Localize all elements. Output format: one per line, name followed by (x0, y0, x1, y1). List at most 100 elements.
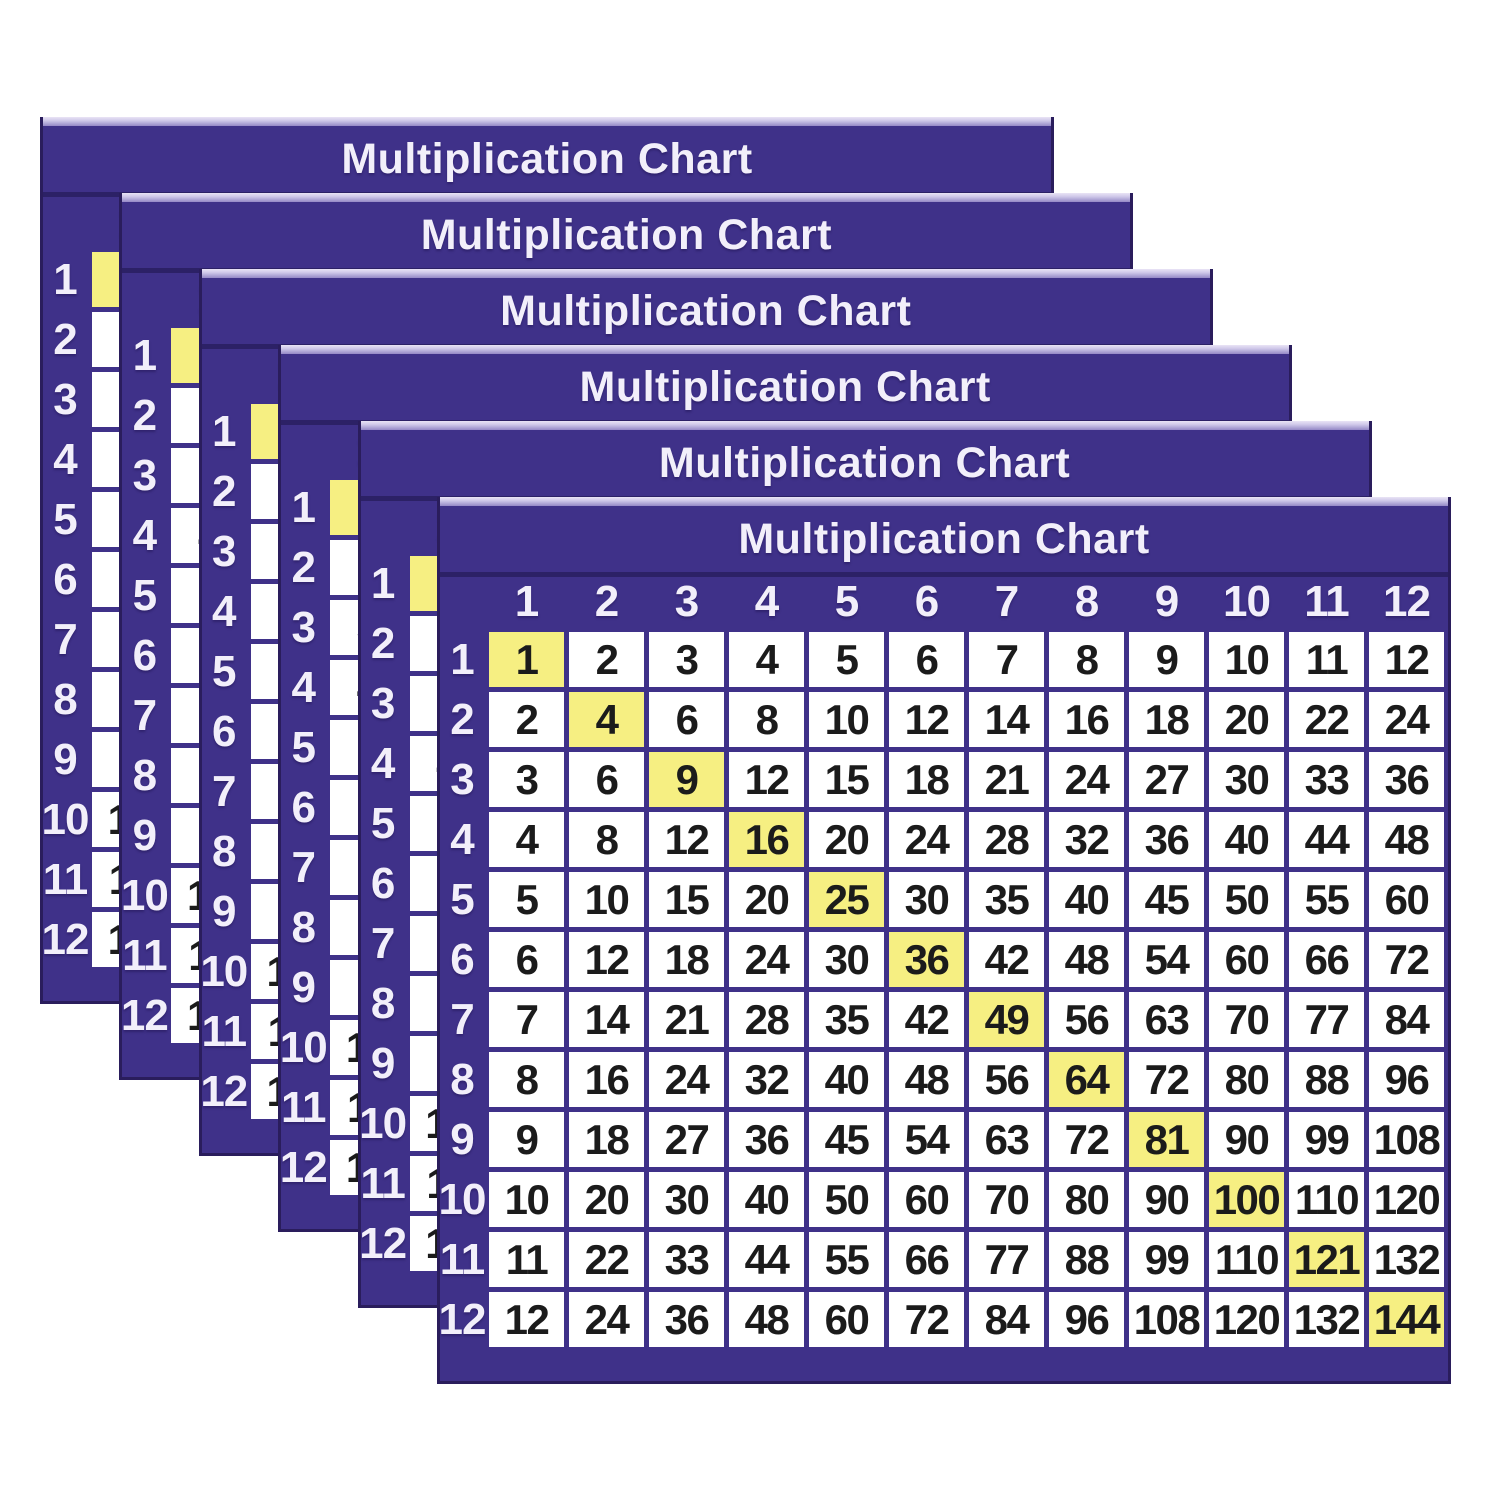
product-cell: 45 (809, 1112, 884, 1167)
row-header: 1 (370, 558, 395, 608)
column-header: 12 (1383, 577, 1431, 626)
product-cell: 60 (889, 1172, 964, 1227)
product-cell: 35 (809, 992, 884, 1047)
product-cell: 33 (649, 1232, 724, 1287)
row-header: 6 (212, 706, 236, 756)
product-cell: 30 (889, 872, 964, 927)
column-header: 10 (1223, 577, 1271, 626)
product-cell: 15 (649, 872, 724, 927)
product-cell: 55 (1289, 872, 1364, 927)
product-cell: 44 (1289, 812, 1364, 867)
product-cell: 10 (1209, 632, 1284, 687)
product-cell: 21 (649, 992, 724, 1047)
chart-title: Multiplication Chart (500, 286, 912, 335)
product-cell: 54 (1129, 932, 1204, 987)
row-header: 7 (291, 842, 315, 892)
product-cell: 32 (729, 1052, 804, 1107)
product-cell: 110 (1289, 1172, 1364, 1227)
product-cell: 6 (489, 932, 564, 987)
product-cell-highlighted: 16 (729, 812, 804, 867)
product-cell: 8 (729, 692, 804, 747)
product-cell: 36 (729, 1112, 804, 1167)
row-header: 10 (41, 794, 90, 844)
product-cell: 77 (969, 1232, 1044, 1287)
row-header: 4 (450, 814, 474, 864)
row-header: 4 (291, 662, 315, 712)
row-header: 9 (291, 962, 315, 1012)
product-cell: 18 (1129, 692, 1204, 747)
row-header: 2 (291, 542, 315, 592)
product-cell: 16 (1049, 692, 1124, 747)
row-header: 1 (53, 254, 77, 304)
card-top-bevel (122, 193, 1131, 202)
row-header: 9 (370, 1038, 395, 1088)
row-header: 7 (450, 994, 474, 1044)
product-cell: 8 (569, 812, 644, 867)
card-top-bevel (201, 269, 1210, 278)
product-cell: 10 (809, 692, 884, 747)
product-cell: 54 (889, 1112, 964, 1167)
grid-corner-spacer (202, 349, 246, 399)
row-header: 6 (53, 554, 77, 604)
product-cell: 48 (1369, 812, 1444, 867)
row-header: 3 (450, 754, 474, 804)
product-cell-highlighted: 64 (1049, 1052, 1124, 1107)
product-cell: 48 (889, 1052, 964, 1107)
chart-title: Multiplication Chart (658, 438, 1071, 487)
product-cell-highlighted: 36 (889, 932, 964, 987)
chart-title-bar: Multiplication Chart (43, 126, 1051, 197)
column-header: 2 (594, 577, 619, 626)
product-cell: 84 (969, 1292, 1044, 1347)
product-cell: 48 (1049, 932, 1124, 987)
row-header: 11 (280, 1082, 327, 1132)
product-cell: 36 (1369, 752, 1444, 807)
column-header: 6 (914, 577, 939, 626)
row-header: 4 (53, 434, 77, 484)
product-cell: 14 (969, 692, 1044, 747)
product-cell: 4 (489, 812, 564, 867)
product-cell: 110 (1209, 1232, 1284, 1287)
row-header: 12 (359, 1218, 407, 1268)
row-header: 9 (212, 886, 236, 936)
row-header: 6 (370, 858, 395, 908)
product-cell: 12 (649, 812, 724, 867)
product-cell: 6 (649, 692, 724, 747)
chart-title-bar: Multiplication Chart (122, 202, 1131, 273)
product-cell: 30 (809, 932, 884, 987)
column-header: 1 (514, 577, 539, 626)
product-cell: 7 (969, 632, 1044, 687)
chart-title-bar: Multiplication Chart (440, 506, 1448, 577)
row-header: 9 (132, 810, 157, 860)
product-cell: 96 (1369, 1052, 1444, 1107)
product-cell: 11 (1289, 632, 1364, 687)
chart-title: Multiplication Chart (579, 362, 991, 411)
row-header: 12 (200, 1066, 248, 1116)
row-header: 11 (201, 1006, 248, 1056)
product-cell: 63 (1129, 992, 1204, 1047)
row-header: 8 (53, 674, 77, 724)
row-header: 8 (450, 1054, 474, 1104)
product-cell: 70 (1209, 992, 1284, 1047)
product-cell: 16 (569, 1052, 644, 1107)
product-cell-highlighted: 49 (969, 992, 1044, 1047)
product-cell: 8 (1049, 632, 1124, 687)
product-cell: 30 (1209, 752, 1284, 807)
row-header: 7 (53, 614, 77, 664)
product-cell: 6 (569, 752, 644, 807)
product-cell: 2 (569, 632, 644, 687)
row-header: 9 (450, 1114, 474, 1164)
product-cell: 40 (1049, 872, 1124, 927)
product-cell: 99 (1129, 1232, 1204, 1287)
row-header: 3 (291, 602, 315, 652)
product-cell: 96 (1049, 1292, 1124, 1347)
product-cell: 99 (1289, 1112, 1364, 1167)
product-cell: 44 (729, 1232, 804, 1287)
row-header: 1 (291, 482, 315, 532)
product-cell: 22 (569, 1232, 644, 1287)
column-header: 9 (1154, 577, 1179, 626)
product-cell: 42 (889, 992, 964, 1047)
product-cell: 50 (1209, 872, 1284, 927)
product-cell-highlighted: 100 (1209, 1172, 1284, 1227)
row-header: 12 (41, 914, 90, 964)
